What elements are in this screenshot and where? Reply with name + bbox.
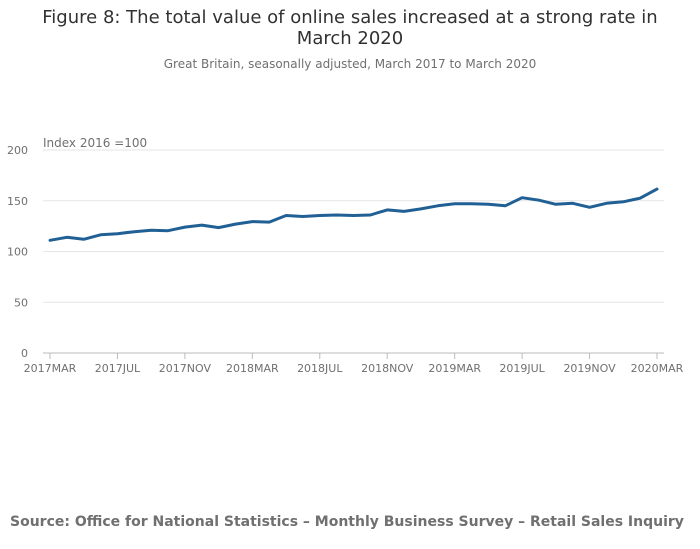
series-group xyxy=(48,187,659,242)
x-tick-label: 2018MAR xyxy=(226,362,279,375)
data-point[interactable] xyxy=(267,220,271,224)
x-tick-label: 2019JUL xyxy=(499,362,545,375)
y-tick-label: 0 xyxy=(21,347,28,360)
y-tick-label: 150 xyxy=(7,195,28,208)
data-point[interactable] xyxy=(402,209,406,213)
y-tick-label: 100 xyxy=(7,246,28,259)
data-point[interactable] xyxy=(537,198,541,202)
data-point[interactable] xyxy=(183,225,187,229)
series-line[interactable] xyxy=(48,187,659,242)
chart-subtitle: Great Britain, seasonally adjusted, Marc… xyxy=(163,57,537,71)
data-point[interactable] xyxy=(470,202,474,206)
data-point[interactable] xyxy=(301,214,305,218)
data-point[interactable] xyxy=(250,220,254,224)
data-point[interactable] xyxy=(149,228,153,232)
data-point[interactable] xyxy=(638,196,642,200)
data-point[interactable] xyxy=(132,230,136,234)
data-point[interactable] xyxy=(385,208,389,212)
y-axis: 0 50 100 150 200 xyxy=(7,144,28,360)
source-note: Source: Office for National Statistics –… xyxy=(10,514,684,530)
x-tick-label: 2017NOV xyxy=(159,362,212,375)
data-point[interactable] xyxy=(571,201,575,205)
x-tick-label: 2018NOV xyxy=(361,362,414,375)
data-point[interactable] xyxy=(604,201,608,205)
data-point[interactable] xyxy=(65,235,69,239)
data-point[interactable] xyxy=(200,223,204,227)
x-tick-label: 2017MAR xyxy=(24,362,77,375)
data-point[interactable] xyxy=(436,204,440,208)
data-point[interactable] xyxy=(453,202,457,206)
data-point[interactable] xyxy=(352,213,356,217)
x-axis: 2017MAR 2017JUL 2017NOV 2018MAR 2018JUL 2018N… xyxy=(24,353,684,375)
data-point[interactable] xyxy=(335,213,339,217)
y-tick-label: 200 xyxy=(7,144,28,157)
x-tick-label: 2019NOV xyxy=(563,362,616,375)
data-point[interactable] xyxy=(554,202,558,206)
data-point[interactable] xyxy=(318,213,322,217)
data-point[interactable] xyxy=(48,238,52,242)
data-point[interactable] xyxy=(486,202,490,206)
data-point[interactable] xyxy=(368,213,372,217)
y-axis-label: Index 2016 =100 xyxy=(43,136,148,150)
gridlines xyxy=(43,149,664,354)
data-point[interactable] xyxy=(233,222,237,226)
data-point[interactable] xyxy=(217,226,221,230)
x-tick-label: 2019MAR xyxy=(428,362,481,375)
data-point[interactable] xyxy=(115,232,119,236)
x-tick-label: 2017JUL xyxy=(95,362,141,375)
data-point[interactable] xyxy=(588,205,592,209)
data-point[interactable] xyxy=(82,237,86,241)
data-point[interactable] xyxy=(503,204,507,208)
y-tick-label: 50 xyxy=(14,296,28,309)
chart-title: Figure 8: The total value of online sale… xyxy=(42,7,658,49)
data-point[interactable] xyxy=(419,207,423,211)
data-point[interactable] xyxy=(99,233,103,237)
data-point[interactable] xyxy=(621,200,625,204)
data-point[interactable] xyxy=(284,213,288,217)
data-point[interactable] xyxy=(166,229,170,233)
data-point[interactable] xyxy=(655,187,659,191)
x-tick-label: 2018JUL xyxy=(297,362,343,375)
x-tick-label: 2020MAR xyxy=(631,362,684,375)
data-point[interactable] xyxy=(520,196,524,200)
